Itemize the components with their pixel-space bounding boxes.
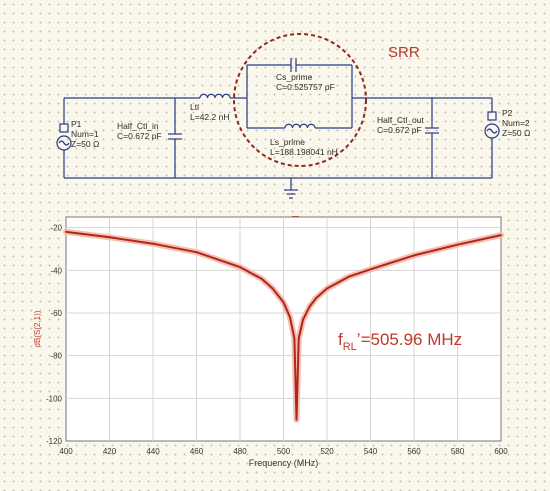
ltl-inductor-icon [199, 93, 231, 99]
ls-prime-name: Ls_prime [270, 137, 305, 147]
y-tick-label: -100 [46, 394, 63, 403]
p1-num: Num=1 [71, 129, 99, 139]
cs-prime-name: Cs_prime [276, 72, 313, 82]
data-point [260, 278, 263, 280]
p2-z: Z=50 Ω [502, 128, 530, 138]
p1-sine-icon [58, 140, 70, 146]
p1-terminal [59, 123, 69, 133]
x-tick-label: 400 [59, 447, 73, 456]
data-point [295, 418, 298, 421]
data-point [413, 254, 415, 257]
ltl-value: L=42.2 nH [190, 112, 229, 122]
data-point [326, 287, 328, 290]
data-point [152, 242, 154, 245]
curve-layer [63, 228, 504, 423]
circuit-schematic [56, 58, 500, 199]
annotation-suffix: ’=505.96 MHz [357, 330, 462, 349]
x-tick-label: 420 [103, 447, 117, 456]
resonance-annotation: fRL’=505.96 MHz [338, 330, 462, 353]
ls-inductor-icon [284, 123, 316, 129]
p2-name: P2 [502, 108, 513, 118]
data-point [347, 275, 350, 278]
x-tick-label: 520 [320, 447, 334, 456]
annotation-sub: RL [343, 341, 357, 353]
p2-num: Num=2 [502, 118, 530, 128]
data-point [271, 287, 274, 290]
half-ctl-in-value: C=0.672 pF [117, 131, 162, 141]
x-tick-label: 460 [190, 447, 204, 456]
y-tick-label: -60 [50, 309, 62, 318]
srr-label: SRR [388, 44, 420, 61]
data-point [289, 316, 291, 319]
ls-prime-value: L=188.198041 nH [270, 147, 338, 157]
half-ctl-in-name: Half_Ctl_in [117, 121, 159, 131]
y-tick-label: -80 [50, 352, 62, 361]
y-axis-label: dB(S(2,1)) [33, 310, 42, 347]
data-point [302, 318, 304, 321]
y-tick-label: -40 [50, 266, 62, 275]
half-ctl-out-name: Half_Ctl_out [377, 115, 424, 125]
data-point [369, 268, 372, 271]
data-point [297, 337, 300, 340]
data-point [282, 301, 285, 304]
half-ctl-out-value: C=0.672 pF [377, 125, 422, 135]
srr-highlight-circle [233, 33, 367, 167]
data-point [108, 236, 111, 239]
x-tick-label: 600 [494, 447, 508, 456]
x-tick-label: 560 [407, 447, 421, 456]
data-point [315, 297, 317, 299]
data-point [308, 305, 311, 308]
x-tick-label: 580 [451, 447, 465, 456]
data-point [239, 266, 241, 268]
p1-z: Z=50 Ω [71, 139, 99, 149]
x-tick-label: 440 [146, 447, 160, 456]
x-axis-label: Frequency (MHz) [249, 458, 319, 468]
tick-labels: 400 420 440 460 480 500 520 540 560 580 600 -20 -40 -… [46, 224, 508, 456]
grid [66, 217, 501, 441]
data-point [500, 234, 502, 237]
x-tick-label: 480 [233, 447, 247, 456]
data-point [195, 251, 198, 254]
x-tick-label: 500 [277, 447, 291, 456]
data-point [65, 231, 67, 233]
p1-name: P1 [71, 119, 82, 129]
p2-sine-icon [486, 128, 498, 134]
cs-prime-value: C=0.525757 pF [276, 82, 335, 92]
y-tick-label: -20 [50, 224, 62, 233]
data-point [456, 243, 459, 246]
annotation-base: f [338, 330, 343, 349]
p2-terminal [487, 111, 497, 121]
data-point [293, 337, 296, 340]
ltl-name: Ltl [190, 102, 199, 112]
x-tick-label: 540 [364, 447, 378, 456]
y-tick-label: -120 [46, 437, 63, 446]
